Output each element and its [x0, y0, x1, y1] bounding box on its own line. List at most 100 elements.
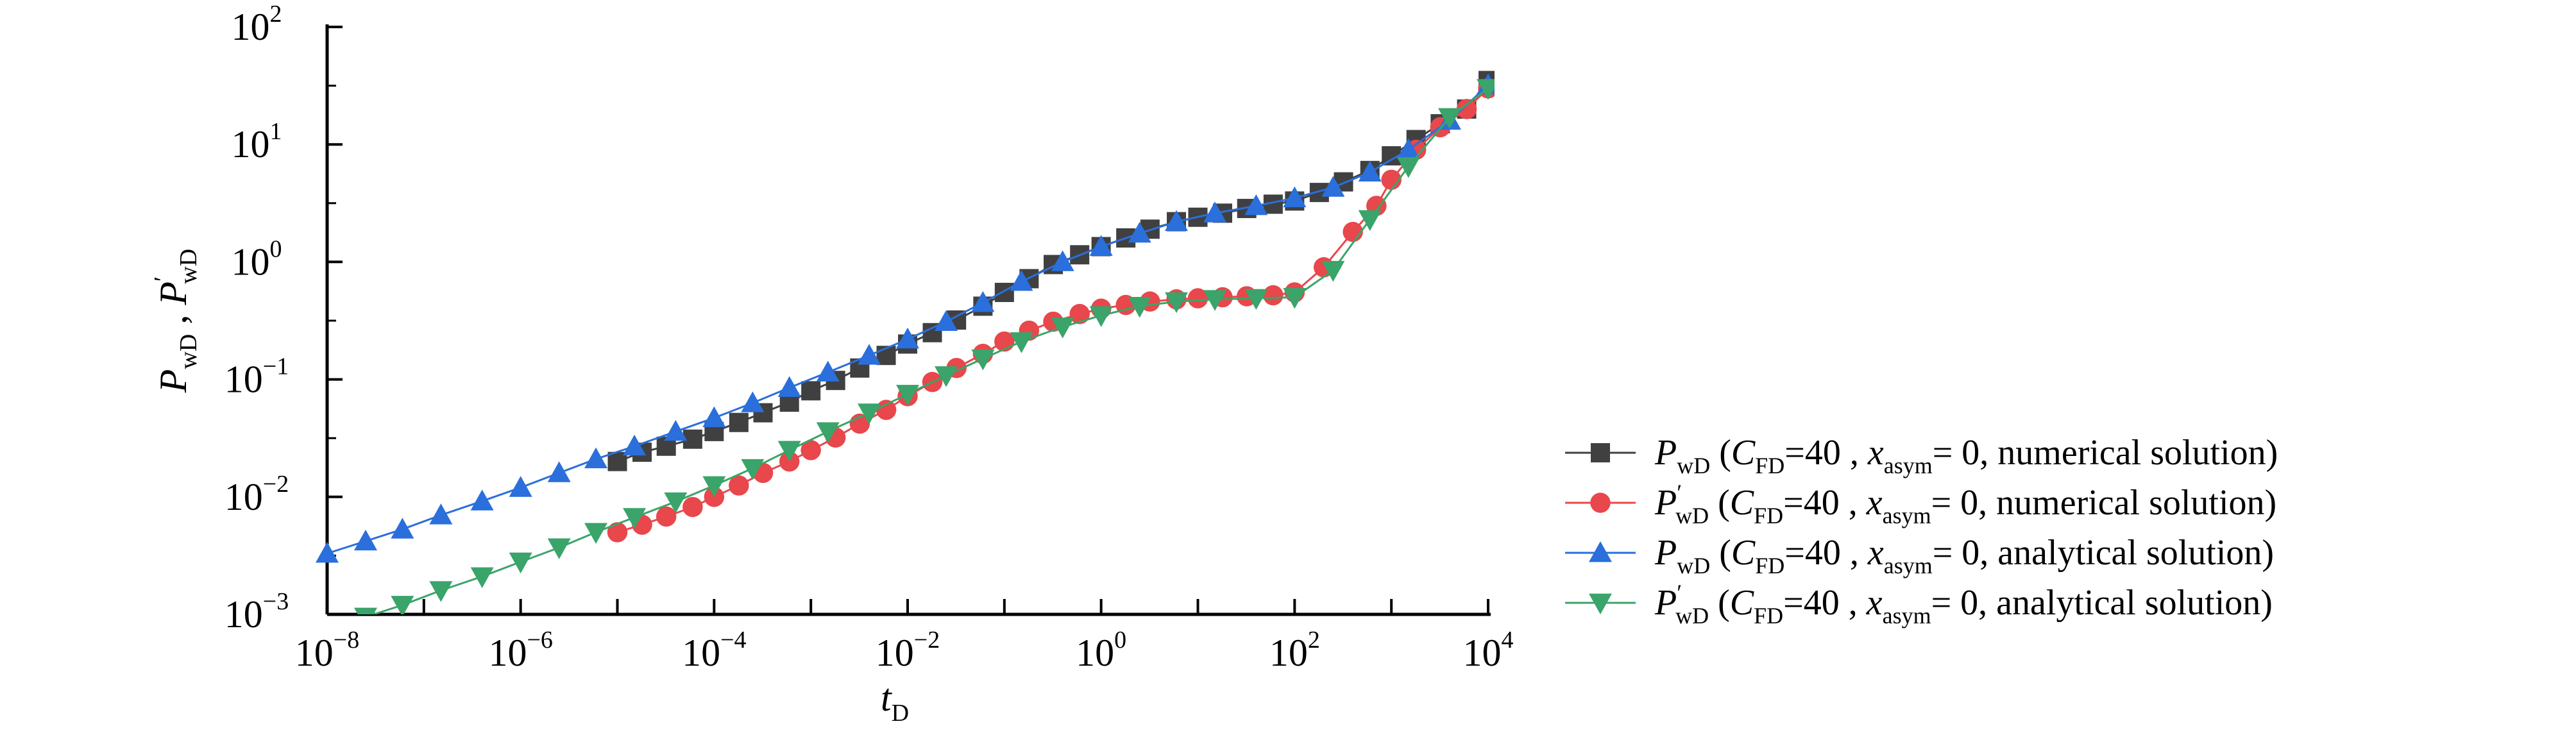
data-point	[391, 596, 414, 614]
x-tick-label: 104	[1463, 627, 1514, 674]
data-point	[1244, 289, 1268, 310]
y-tick-base: 10	[225, 593, 263, 636]
legend-c-sub: FD	[1755, 553, 1784, 578]
data-point	[470, 567, 494, 588]
data-point	[354, 607, 378, 614]
data-point	[1187, 288, 1208, 308]
data-point	[777, 376, 801, 397]
series-line	[370, 87, 1489, 614]
x-tick-base: 10	[876, 632, 914, 674]
data-point	[1051, 250, 1074, 271]
data-point	[1456, 99, 1477, 119]
x-tick-base: 10	[682, 632, 720, 674]
series-layer	[316, 71, 1495, 614]
legend-label: PwD (CFD=40 , xasym= 0, numerical soluti…	[1654, 433, 2278, 478]
legend-space	[1859, 533, 1868, 573]
legend-marker	[1591, 443, 1610, 462]
data-point	[1358, 160, 1382, 181]
legend-desc: = 0, analytical solution)	[1931, 583, 2273, 623]
data-point	[702, 476, 726, 498]
data-point	[857, 344, 881, 365]
y-tick-exp: 0	[270, 235, 282, 262]
legend-var: P	[1654, 583, 1677, 623]
data-point	[1089, 235, 1113, 256]
data-point	[429, 581, 453, 602]
y-tick-base: 10	[225, 476, 263, 518]
x-tick-label: 102	[1269, 627, 1320, 674]
axes	[325, 24, 1491, 616]
legend-open: (	[1709, 583, 1730, 623]
legend-x: x	[1867, 533, 1884, 573]
legend-x-sub: asym	[1883, 503, 1931, 528]
data-point	[1358, 210, 1382, 232]
legend-open: (	[1710, 533, 1731, 573]
data-point	[354, 529, 378, 551]
legend-x-sub: asym	[1884, 553, 1933, 578]
legend-c-val: =40 ,	[1784, 533, 1859, 573]
y-axis-label-sub2: wD	[175, 249, 202, 284]
legend-x-sub: asym	[1883, 603, 1931, 628]
legend-x: x	[1866, 483, 1883, 523]
legend-label: P′ wD (CFD=40 , xasym= 0, analytical solu…	[1654, 580, 2273, 628]
legend-sub: wD	[1675, 503, 1709, 528]
x-axis-label-main: t	[881, 677, 892, 719]
legend-sub: wD	[1675, 603, 1709, 628]
data-point	[623, 508, 647, 529]
axis-labels: 10−8 10−6 10−4 10−2 100 102 10410−310−210−1100…	[149, 1, 1514, 727]
legend-c-sub: FD	[1754, 603, 1783, 628]
data-point	[935, 310, 958, 331]
data-point	[1010, 270, 1033, 291]
data-point	[1437, 108, 1461, 129]
legend-x: x	[1866, 583, 1883, 623]
legend-space	[1858, 583, 1867, 623]
data-point	[935, 366, 958, 387]
y-axis-label-sep: ,	[152, 305, 194, 334]
data-point	[316, 542, 339, 563]
data-point	[1165, 292, 1189, 314]
x-tick-exp: −8	[334, 627, 359, 653]
x-tick-label: 10−2	[876, 627, 940, 674]
legend-x-sub: asym	[1884, 453, 1933, 478]
legend-c-val: =40 ,	[1783, 583, 1858, 623]
legend-sub: wD	[1677, 553, 1710, 578]
data-point	[1089, 306, 1113, 327]
x-tick-label: 10−6	[488, 627, 552, 674]
y-tick-exp: −3	[263, 588, 289, 615]
x-tick-base: 10	[1076, 632, 1114, 674]
legend-sub: wD	[1677, 453, 1710, 478]
data-point	[1069, 303, 1090, 325]
data-point	[1203, 201, 1227, 223]
data-point	[607, 522, 628, 543]
data-point	[801, 381, 821, 401]
legend-item-2: P′ wD (CFD=40 , xasym= 0, numerical solut…	[1565, 480, 2276, 528]
x-tick-base: 10	[488, 632, 527, 674]
data-point	[664, 492, 688, 514]
y-axis-label: PwD , P′wD	[149, 249, 202, 393]
y-tick-exp: −2	[263, 471, 289, 498]
data-point	[1396, 157, 1420, 178]
legend: PwD (CFD=40 , xasym= 0, numerical soluti…	[1565, 433, 2278, 628]
y-tick-label: 101	[232, 118, 282, 165]
x-tick-exp: −2	[914, 627, 940, 653]
y-axis-label-prime: ′	[149, 276, 176, 282]
data-point	[1477, 79, 1495, 100]
series-3	[316, 73, 1495, 563]
data-point	[584, 447, 608, 469]
y-tick-label: 10−2	[225, 471, 289, 518]
legend-c-sub: FD	[1754, 503, 1783, 528]
data-point	[1321, 260, 1345, 282]
legend-c-sub: FD	[1755, 453, 1784, 478]
x-tick-exp: −6	[527, 627, 552, 653]
series-line	[326, 84, 1489, 555]
data-point	[1165, 210, 1189, 232]
data-point	[509, 552, 532, 574]
data-point	[741, 459, 765, 480]
data-point	[584, 523, 608, 544]
data-point	[702, 406, 726, 428]
data-point	[801, 440, 821, 460]
data-point	[509, 476, 532, 497]
legend-c-val: =40 ,	[1784, 433, 1859, 473]
data-point	[1283, 186, 1307, 208]
legend-prime: ′	[1677, 580, 1682, 605]
